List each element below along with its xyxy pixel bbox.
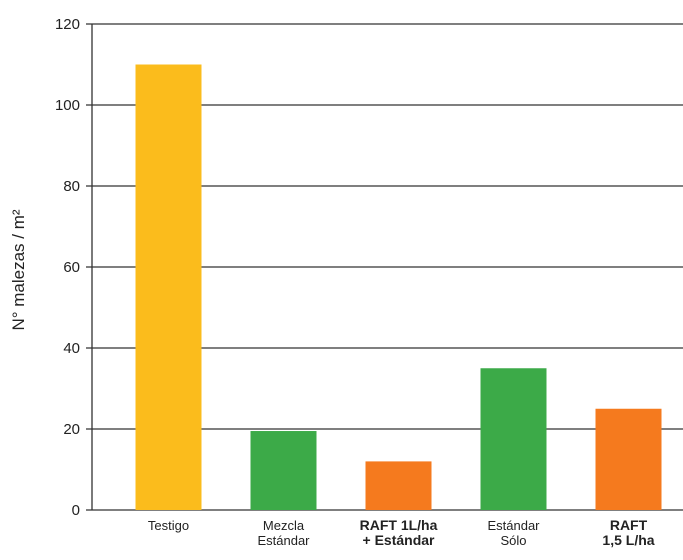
y-tick-label: 100 — [55, 97, 80, 114]
category-label: Estándar Sólo — [487, 518, 540, 548]
y-tick-label: 80 — [63, 178, 80, 195]
category-label: RAFT 1,5 L/ha — [602, 517, 654, 548]
y-tick-label: 40 — [63, 340, 80, 357]
bars — [135, 64, 662, 510]
category-label: RAFT 1L/ha + Estándar — [360, 517, 438, 548]
category-labels: Testigo Mezcla Estándar RAFT 1L/ha + Estánda… — [148, 517, 655, 548]
y-tick-label: 20 — [63, 421, 80, 438]
y-axis-label: N° malezas / m² — [9, 209, 28, 330]
bar — [250, 431, 317, 510]
bar — [135, 64, 202, 510]
y-tick-label: 120 — [55, 16, 80, 33]
y-tick-label: 60 — [63, 259, 80, 276]
bar — [480, 368, 547, 510]
y-tick-label: 0 — [72, 502, 80, 519]
category-label: Mezcla Estándar — [257, 518, 310, 548]
y-tick-labels: 0 20 40 60 80 100 120 — [55, 16, 80, 519]
bar — [365, 461, 432, 510]
bar — [595, 408, 662, 510]
category-label: Testigo — [148, 518, 189, 533]
